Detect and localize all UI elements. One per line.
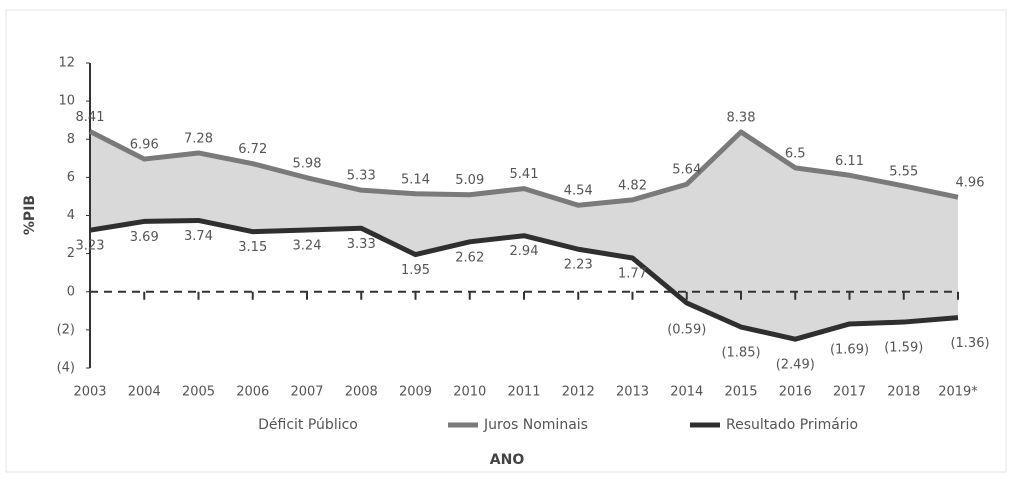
data-label: 3.23 — [76, 239, 105, 254]
x-tick-label: 2012 — [562, 385, 595, 400]
y-tick-label: 4 — [67, 208, 75, 223]
line — [88, 129, 959, 208]
data-label: 8.41 — [76, 110, 105, 125]
data-label: 2.94 — [510, 244, 539, 259]
legend-label: Juros Nominais — [483, 417, 588, 433]
data-label: 2.62 — [455, 250, 484, 265]
y-tick-label: 12 — [58, 56, 75, 71]
data-label: 3.24 — [293, 238, 322, 253]
data-label: 5.41 — [510, 167, 539, 182]
y-tick-label: 2 — [67, 246, 75, 261]
x-tick-label: 2007 — [290, 385, 323, 400]
legend-label: Resultado Primário — [726, 417, 858, 433]
data-label: 6.5 — [785, 146, 806, 161]
data-label: (1.36) — [950, 336, 989, 351]
data-label: 3.15 — [238, 240, 267, 255]
y-tick-label: 6 — [67, 170, 75, 185]
y-tick-label: 8 — [67, 132, 75, 147]
y-axis-title: %PIB — [22, 195, 38, 235]
data-label: 1.77 — [618, 267, 647, 282]
data-label: (0.59) — [667, 322, 706, 337]
data-label: (2.49) — [776, 358, 815, 373]
data-label: 4.54 — [564, 184, 593, 199]
data-label: 6.11 — [835, 154, 864, 169]
data-label: (1.59) — [884, 341, 923, 356]
data-label: 6.96 — [130, 138, 159, 153]
x-tick-label: 2004 — [128, 385, 161, 400]
y-tick-label: (4) — [57, 361, 75, 376]
x-tick-label: 2009 — [399, 385, 432, 400]
data-label: 7.28 — [184, 131, 213, 146]
x-tick-label: 2015 — [724, 385, 757, 400]
y-tick-label: 10 — [58, 94, 75, 109]
x-tick-label: 2017 — [833, 385, 866, 400]
y-tick-label: 0 — [67, 284, 75, 299]
line — [89, 217, 959, 342]
data-label: 3.69 — [130, 230, 159, 245]
data-label: (1.85) — [721, 346, 760, 361]
x-tick-label: 2010 — [453, 385, 486, 400]
data-label: 2.23 — [564, 258, 593, 273]
x-tick-label: 2005 — [182, 385, 215, 400]
x-tick-label: 2008 — [345, 385, 378, 400]
data-label: 5.55 — [889, 164, 918, 179]
x-tick-label: 2019* — [938, 385, 978, 400]
legend-label: Déficit Público — [258, 417, 358, 433]
x-tick-label: 2018 — [887, 385, 920, 400]
y-tick-label: (2) — [57, 322, 75, 337]
x-tick-label: 2014 — [670, 385, 703, 400]
data-label: 4.96 — [956, 176, 985, 191]
x-axis-title: ANO — [490, 452, 525, 468]
x-tick-label: 2003 — [73, 385, 106, 400]
data-label: 5.98 — [293, 156, 322, 171]
data-label: 8.38 — [727, 111, 756, 126]
data-label: 4.82 — [618, 178, 647, 193]
x-tick-label: 2011 — [507, 385, 540, 400]
data-label: 5.14 — [401, 172, 430, 187]
x-tick-label: 2013 — [616, 385, 649, 400]
data-label: 6.72 — [238, 142, 267, 157]
data-label: (1.69) — [830, 342, 869, 357]
data-label: 5.64 — [672, 163, 701, 178]
data-label: 5.09 — [455, 173, 484, 188]
x-tick-label: 2016 — [779, 385, 812, 400]
data-label: 3.74 — [184, 229, 213, 244]
data-label: 3.33 — [347, 237, 376, 252]
data-label: 5.33 — [347, 169, 376, 184]
data-label: 1.95 — [401, 263, 430, 278]
x-tick-label: 2006 — [236, 385, 269, 400]
